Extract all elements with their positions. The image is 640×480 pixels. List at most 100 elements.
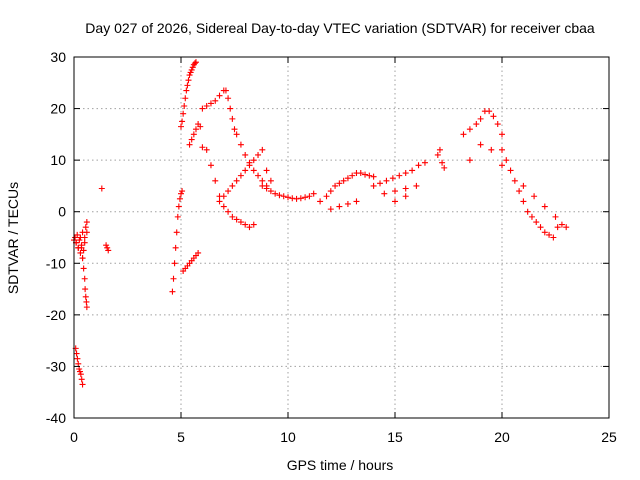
data-point-mid-fall xyxy=(246,224,253,231)
data-point-deep-dip xyxy=(74,355,81,362)
data-point-rise-5h xyxy=(179,188,186,195)
data-point-peak-7h xyxy=(222,87,229,94)
data-point-isolated xyxy=(104,244,111,251)
data-point-peak-7h xyxy=(231,126,238,133)
y-tick-label: -20 xyxy=(46,307,66,323)
data-point-rise-6h xyxy=(179,118,186,125)
data-point-mid-fall xyxy=(190,131,197,138)
data-point-band-15h xyxy=(383,177,390,184)
data-point-cross-rise xyxy=(220,193,227,200)
x-tick-label: 10 xyxy=(280,429,296,445)
data-point-settle-10h xyxy=(302,194,309,201)
data-point-band-12h xyxy=(366,172,373,179)
data-point-fall-21h xyxy=(520,198,527,205)
data-point-peak-7h xyxy=(233,131,240,138)
data-point-mid-fall xyxy=(233,216,240,223)
data-point-band-12h xyxy=(332,182,339,189)
data-point-fall-21h xyxy=(531,193,538,200)
data-point-cross-rise xyxy=(250,157,257,164)
data-point-fall-21h xyxy=(554,224,561,231)
data-point-early-drop xyxy=(83,304,90,311)
data-point-rise-5h xyxy=(176,195,183,202)
data-point-mid-fall xyxy=(203,146,210,153)
data-point-settle-10h xyxy=(306,193,313,200)
data-point-cross-rise xyxy=(255,151,262,158)
data-point-fall-21h xyxy=(524,208,531,215)
data-point-mid-fall xyxy=(207,162,214,169)
data-point-isolated xyxy=(105,247,112,254)
data-point-rise-5h xyxy=(169,288,176,295)
data-point-settle-10h xyxy=(267,188,274,195)
data-point-cross-rise xyxy=(237,172,244,179)
data-point-band-12h xyxy=(362,171,369,178)
data-point-deep-dip xyxy=(77,371,84,378)
data-point-band-15h xyxy=(402,193,409,200)
data-point-early-drop xyxy=(80,265,87,272)
data-point-mid-fall xyxy=(197,123,204,130)
data-point-points-17h xyxy=(499,131,505,138)
data-point-band-15h xyxy=(396,172,403,179)
data-point-band-12h xyxy=(327,188,334,195)
data-point-fall-21h xyxy=(537,224,544,231)
data-point-band-15h xyxy=(421,159,428,166)
data-point-mid-fall xyxy=(229,213,236,220)
data-point-peak-7h xyxy=(199,105,206,112)
data-point-points-17h xyxy=(486,108,493,115)
data-point-deep-dip xyxy=(78,376,85,383)
data-point-cross-rise xyxy=(246,162,253,169)
data-point-settle-10h xyxy=(285,194,291,201)
data-point-start-cluster xyxy=(81,239,88,246)
data-point-rise-6h xyxy=(191,60,198,67)
data-point-peak-7h xyxy=(207,100,214,107)
data-point-band-12h xyxy=(340,177,347,184)
data-point-band-12h xyxy=(323,193,330,200)
data-point-band-15h xyxy=(409,167,416,174)
data-point-band-15h xyxy=(413,182,420,189)
data-point-early-drop xyxy=(83,298,90,305)
data-point-band-15h xyxy=(392,188,398,195)
data-point-rise-6h xyxy=(183,87,190,94)
data-point-deep-dip xyxy=(75,360,82,367)
data-point-rise-6h xyxy=(186,72,193,79)
data-point-band-15h xyxy=(402,185,409,192)
data-point-early-drop xyxy=(82,293,89,300)
data-point-fall-21h xyxy=(558,221,565,228)
data-point-cross-rise xyxy=(267,177,274,184)
data-point-fall-21h xyxy=(528,213,535,220)
data-point-mid-fall xyxy=(188,136,195,143)
data-point-start-cluster xyxy=(83,229,90,236)
data-point-mid-fall xyxy=(250,221,257,228)
data-point-points-17h xyxy=(499,162,505,169)
data-point-fall-21h xyxy=(563,224,570,231)
data-point-start-cluster xyxy=(74,231,81,238)
data-point-band-12h xyxy=(357,170,364,177)
plot-frame xyxy=(73,56,610,419)
data-point-band-15h xyxy=(415,162,422,169)
data-point-points-17h xyxy=(441,164,448,171)
y-tick-label: -40 xyxy=(46,410,66,426)
data-point-fall-21h xyxy=(546,231,553,238)
data-point-rise-6h xyxy=(189,64,196,71)
chart-title: Day 027 of 2026, Sidereal Day-to-day VTE… xyxy=(85,20,595,36)
data-point-rise-6h xyxy=(192,59,199,66)
data-point-early-drop xyxy=(77,234,84,241)
data-point-early-drop xyxy=(82,286,89,293)
y-tick-label: 10 xyxy=(50,152,66,168)
data-point-fall-21h xyxy=(503,157,510,164)
x-tick-label: 20 xyxy=(494,429,510,445)
data-point-peak-7h xyxy=(237,141,244,148)
data-point-band-12h xyxy=(344,200,351,207)
data-point-band-15h xyxy=(377,180,384,187)
data-point-points-17h xyxy=(460,131,467,138)
data-point-cross-rise xyxy=(216,198,223,205)
data-point-points-17h xyxy=(434,151,441,158)
data-point-deep-dip xyxy=(79,381,86,388)
data-point-early-drop xyxy=(78,244,85,251)
data-point-fall-21h xyxy=(533,219,540,226)
data-point-points-17h xyxy=(466,126,473,133)
data-point-deep-dip xyxy=(76,366,83,373)
data-point-peak-7h xyxy=(216,92,223,99)
data-point-rise-6h xyxy=(187,69,194,76)
data-point-points-17h xyxy=(466,157,473,164)
